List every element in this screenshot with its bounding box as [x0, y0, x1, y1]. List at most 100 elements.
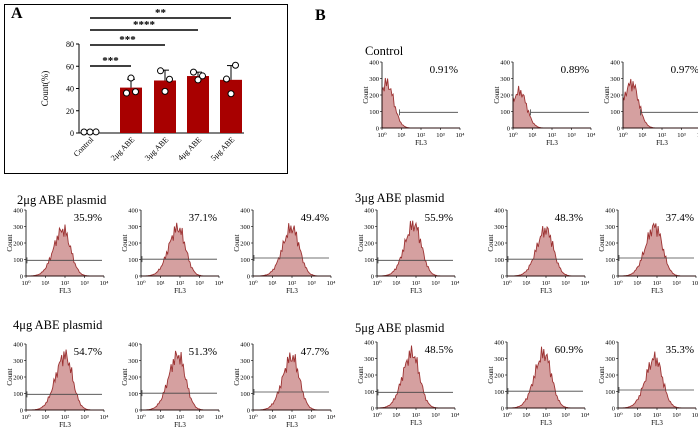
- hist-y-label: Count: [487, 366, 495, 383]
- hist-x-label: FL3: [59, 421, 71, 429]
- hist-y-tick-label: 0: [20, 274, 23, 281]
- hist-y-tick-label: 300: [605, 356, 615, 363]
- histogram-abe5-3: 0 100 200 300 400 10⁰ 10¹ 10² 10³ 10⁴ FL3 Count 35.3…: [598, 340, 698, 428]
- panel-b-label: B: [315, 7, 326, 24]
- hist-y-tick-label: 400: [605, 208, 615, 215]
- gate-percentage: 48.5%: [425, 344, 453, 356]
- hist-x-label: FL3: [540, 419, 552, 427]
- hist-x-tick-label: 10⁴: [581, 280, 591, 287]
- hist-x-tick-label: 10¹: [638, 132, 647, 139]
- hist-x-tick-label: 10³: [436, 132, 445, 139]
- hist-y-tick-label: 300: [240, 224, 250, 231]
- hist-x-tick-label: 10⁴: [215, 414, 225, 421]
- gate-percentage: 0.89%: [561, 64, 589, 76]
- histogram-area: [26, 349, 104, 411]
- hist-y-tick-label: 100: [369, 109, 379, 116]
- data-point: [223, 75, 230, 83]
- hist-y-tick-label: 100: [364, 257, 374, 264]
- hist-x-tick-label: 10²: [61, 280, 70, 287]
- hist-y-tick-label: 100: [605, 389, 615, 396]
- hist-y-tick-label: 0: [371, 406, 374, 413]
- hist-x-tick-label: 10⁰: [372, 412, 382, 419]
- y-tick-label: 40: [66, 85, 74, 94]
- hist-y-label: Count: [598, 366, 606, 383]
- hist-y-tick-label: 400: [494, 208, 504, 215]
- gate-percentage: 37.4%: [666, 212, 694, 224]
- data-point: [190, 68, 197, 76]
- hist-y-tick-label: 300: [369, 76, 379, 83]
- hist-x-tick-label: 10¹: [522, 280, 531, 287]
- category-label: 2μg ABE: [109, 135, 137, 163]
- histogram-abe2-3: 0 100 200 300 400 10⁰ 10¹ 10² 10³ 10⁴ FL3 Count 49.4…: [233, 208, 337, 296]
- hist-x-label: FL3: [174, 287, 186, 295]
- hist-y-tick-label: 200: [605, 241, 615, 248]
- data-point: [166, 75, 173, 83]
- hist-x-tick-label: 10²: [548, 132, 557, 139]
- hist-x-tick-label: 10⁰: [502, 412, 512, 419]
- hist-x-tick-label: 10¹: [268, 280, 277, 287]
- histogram-abe3-2: 0 100 200 300 400 10⁰ 10¹ 10² 10³ 10⁴ FL3 Count 48.3…: [487, 208, 591, 296]
- significance-label: **: [155, 7, 167, 19]
- hist-y-label: Count: [357, 234, 365, 251]
- hist-y-tick-label: 0: [135, 408, 138, 415]
- significance-label: ***: [119, 34, 136, 46]
- hist-x-tick-label: 10²: [412, 280, 421, 287]
- hist-y-tick-label: 200: [364, 241, 374, 248]
- histogram-area: [512, 85, 591, 129]
- hist-x-tick-label: 10¹: [392, 412, 401, 419]
- hist-y-tick-label: 400: [605, 340, 615, 347]
- hist-x-tick-label: 10⁴: [692, 412, 698, 419]
- histogram-area: [618, 222, 696, 277]
- hist-x-tick-label: 10⁰: [248, 280, 258, 287]
- gate-percentage: 47.7%: [301, 346, 329, 358]
- hist-x-tick-label: 10¹: [397, 132, 406, 139]
- y-axis-label: Count(%): [40, 71, 50, 107]
- hist-x-label: FL3: [656, 139, 668, 147]
- hist-x-tick-label: 10²: [61, 414, 70, 421]
- hist-x-tick-label: 10²: [288, 414, 297, 421]
- hist-x-label: FL3: [174, 421, 186, 429]
- histogram-area: [141, 222, 219, 277]
- hist-y-label: Count: [6, 234, 14, 251]
- hist-x-label: FL3: [286, 421, 298, 429]
- histogram-abe3-3: 0 100 200 300 400 10⁰ 10¹ 10² 10³ 10⁴ FL3 Count 37.4…: [598, 208, 698, 296]
- hist-x-tick-label: 10²: [417, 132, 426, 139]
- significance-label: ***: [102, 55, 119, 67]
- hist-x-label: FL3: [286, 287, 298, 295]
- hist-x-tick-label: 10²: [653, 280, 662, 287]
- hist-x-tick-label: 10³: [561, 412, 570, 419]
- hist-y-tick-label: 200: [13, 241, 23, 248]
- hist-x-tick-label: 10²: [542, 412, 551, 419]
- hist-x-tick-label: 10³: [195, 414, 204, 421]
- hist-y-tick-label: 200: [13, 375, 23, 382]
- section-title-2ug: 2μg ABE plasmid: [17, 193, 107, 207]
- hist-y-tick-label: 100: [364, 389, 374, 396]
- hist-y-tick-label: 400: [500, 60, 510, 67]
- hist-y-tick-label: 0: [247, 274, 250, 281]
- histogram-area: [618, 351, 696, 409]
- histogram-abe4-2: 0 100 200 300 400 10⁰ 10¹ 10² 10³ 10⁴ FL3 Count 51.3…: [121, 342, 225, 430]
- data-point: [199, 72, 206, 80]
- hist-x-tick-label: 10¹: [633, 280, 642, 287]
- data-point: [132, 88, 139, 96]
- hist-x-tick-label: 10⁴: [215, 280, 225, 287]
- hist-x-tick-label: 10⁴: [451, 280, 461, 287]
- hist-y-tick-label: 100: [494, 389, 504, 396]
- gate-percentage: 51.3%: [189, 346, 217, 358]
- hist-y-tick-label: 300: [500, 76, 510, 83]
- data-point: [232, 61, 239, 69]
- hist-y-tick-label: 100: [605, 257, 615, 264]
- hist-y-tick-label: 400: [240, 208, 250, 215]
- hist-x-tick-label: 10¹: [528, 132, 537, 139]
- hist-y-label: Count: [598, 234, 606, 251]
- hist-y-tick-label: 0: [247, 408, 250, 415]
- hist-y-tick-label: 0: [617, 126, 620, 133]
- hist-x-tick-label: 10⁰: [21, 414, 31, 421]
- hist-x-tick-label: 10⁴: [327, 280, 337, 287]
- gate-percentage: 0.91%: [430, 64, 458, 76]
- hist-x-tick-label: 10³: [677, 132, 686, 139]
- bar: [187, 76, 209, 133]
- hist-x-label: FL3: [415, 139, 427, 147]
- bar: [120, 87, 142, 133]
- hist-x-tick-label: 10³: [567, 132, 576, 139]
